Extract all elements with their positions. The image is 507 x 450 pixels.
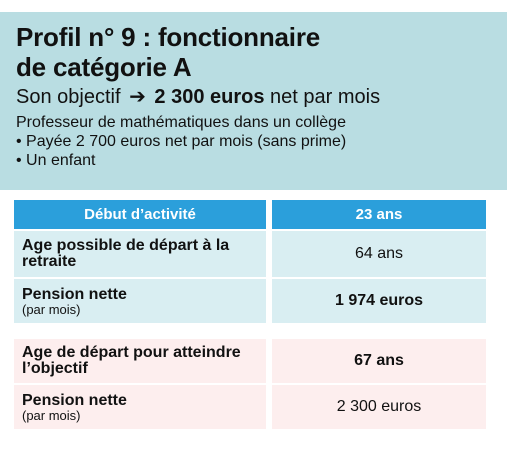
detail-salary: • Payée 2 700 euros net par mois (sans p… — [16, 133, 347, 150]
row-sublabel: (par mois) — [22, 301, 81, 317]
row-label-cell: Pension nette (par mois) — [14, 279, 266, 325]
profile-title: Profil n° 9 : fonctionnaire de catégorie… — [16, 22, 507, 82]
table-header-row: Début d’activité 23 ans — [14, 200, 486, 229]
detail-children: • Un enfant — [16, 152, 96, 169]
arrow-right-icon: ➔ — [129, 86, 146, 108]
profile-details: Professeur de mathématiques dans un coll… — [16, 113, 507, 170]
row-value-cell: 64 ans — [272, 231, 486, 279]
header-value-cell: 23 ans — [272, 200, 486, 229]
row-value-cell: 67 ans — [272, 339, 486, 385]
profile-header: Profil n° 9 : fonctionnaire de catégorie… — [0, 12, 507, 190]
row-label: Pension nette — [22, 285, 127, 303]
row-label-cell: Age possible de départ à la retraite — [14, 231, 266, 279]
header-label-cell: Début d’activité — [14, 200, 266, 229]
detail-job: Professeur de mathématiques dans un coll… — [16, 114, 346, 131]
table-row: Pension nette (par mois) 1 974 euros — [14, 279, 486, 325]
row-value-cell: 2 300 euros — [272, 385, 486, 431]
row-label-cell: Pension nette (par mois) — [14, 385, 266, 431]
row-label: Age possible de départ à la retraite — [22, 237, 230, 270]
title-line-2: de catégorie A — [16, 52, 192, 82]
objective-suffix: net par mois — [270, 86, 381, 108]
objective-prefix: Son objectif — [16, 86, 121, 108]
row-value-cell: 1 974 euros — [272, 279, 486, 325]
table-row: Age de départ pour atteindre l’objectif … — [14, 339, 486, 385]
retirement-table: Début d’activité 23 ans Age possible de … — [14, 200, 486, 431]
objective-amount: 2 300 euros — [154, 86, 265, 108]
row-sublabel: (par mois) — [22, 407, 81, 423]
table-row: Pension nette (par mois) 2 300 euros — [14, 385, 486, 431]
row-label: Pension nette — [22, 391, 127, 409]
objective-line: Son objectif ➔ 2 300 euros net par mois — [16, 84, 507, 110]
table-row: Age possible de départ à la retraite 64 … — [14, 231, 486, 279]
row-label-cell: Age de départ pour atteindre l’objectif — [14, 339, 266, 385]
row-label: Age de départ pour atteindre l’objectif — [22, 344, 241, 377]
title-line-1: Profil n° 9 : fonctionnaire — [16, 22, 321, 52]
